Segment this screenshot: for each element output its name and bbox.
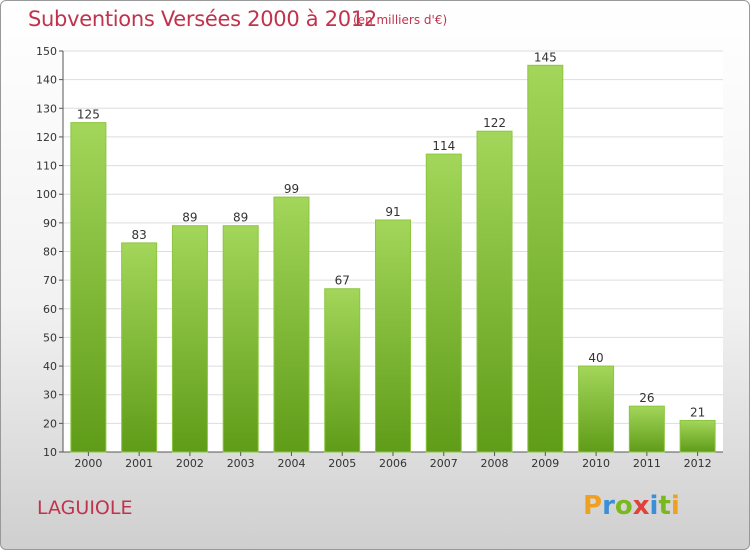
data-label: 21 (690, 405, 705, 419)
bar (375, 219, 411, 453)
commune-name: LAGUIOLE (37, 497, 133, 519)
y-tick-label: 120 (36, 131, 57, 144)
x-tick-label: 2004 (277, 457, 305, 470)
chart-subtitle: (en milliers d'€) (353, 13, 448, 27)
x-tick-label: 2002 (176, 457, 204, 470)
bar (578, 365, 615, 453)
x-tick-label: 2012 (684, 457, 712, 470)
x-tick-label: 2009 (531, 457, 559, 470)
bar (527, 64, 564, 453)
y-tick-label: 110 (36, 160, 57, 173)
y-tick-label: 50 (43, 331, 57, 344)
logo-letter: x (632, 491, 650, 521)
y-tick-label: 40 (43, 360, 57, 373)
bar (121, 242, 158, 453)
y-tick-label: 60 (43, 303, 57, 316)
y-tick-label: 130 (36, 102, 57, 115)
x-tick-label: 2011 (633, 457, 661, 470)
y-tick-label: 140 (36, 74, 57, 87)
proxiti-logo: Proxiti (583, 491, 680, 521)
y-tick-label: 30 (43, 389, 57, 402)
logo-letter: r (602, 491, 615, 521)
bar (324, 288, 361, 453)
y-tick-label: 100 (36, 188, 57, 201)
y-tick-label: 20 (43, 417, 57, 430)
data-label: 125 (77, 108, 100, 122)
logo-letter: i (649, 491, 659, 521)
y-tick-label: 10 (43, 446, 57, 459)
data-label: 91 (385, 205, 400, 219)
x-tick-label: 2005 (328, 457, 356, 470)
data-label: 114 (432, 139, 455, 153)
y-tick-label: 90 (43, 217, 57, 230)
x-tick-label: 2006 (379, 457, 407, 470)
y-tick-label: 70 (43, 274, 57, 287)
data-label: 26 (639, 391, 654, 405)
x-tick-label: 2003 (227, 457, 255, 470)
x-tick-label: 2010 (582, 457, 610, 470)
data-label: 67 (335, 274, 350, 288)
x-tick-label: 2008 (481, 457, 509, 470)
data-label: 40 (588, 351, 603, 365)
logo-letter: i (670, 491, 680, 521)
chart-title: Subventions Versées 2000 à 2012 (28, 7, 377, 31)
x-tick-label: 2007 (430, 457, 458, 470)
bar (628, 405, 665, 453)
data-label: 89 (233, 211, 248, 225)
data-label: 83 (132, 228, 147, 242)
bar (273, 196, 310, 453)
bar (679, 419, 716, 453)
y-tick-label: 80 (43, 246, 57, 259)
bar (70, 122, 107, 453)
logo-letter: t (658, 491, 671, 521)
x-tick-label: 2001 (125, 457, 153, 470)
data-label: 145 (534, 50, 557, 64)
data-label: 99 (284, 182, 299, 196)
bar (476, 130, 513, 453)
data-label: 89 (182, 211, 197, 225)
bar (425, 153, 462, 453)
data-label: 122 (483, 116, 506, 130)
bar (171, 225, 208, 453)
y-tick-label: 150 (36, 45, 57, 58)
logo-letter: P (583, 491, 603, 521)
bar (222, 225, 259, 453)
x-tick-label: 2000 (74, 457, 102, 470)
logo-letter: o (614, 491, 633, 521)
